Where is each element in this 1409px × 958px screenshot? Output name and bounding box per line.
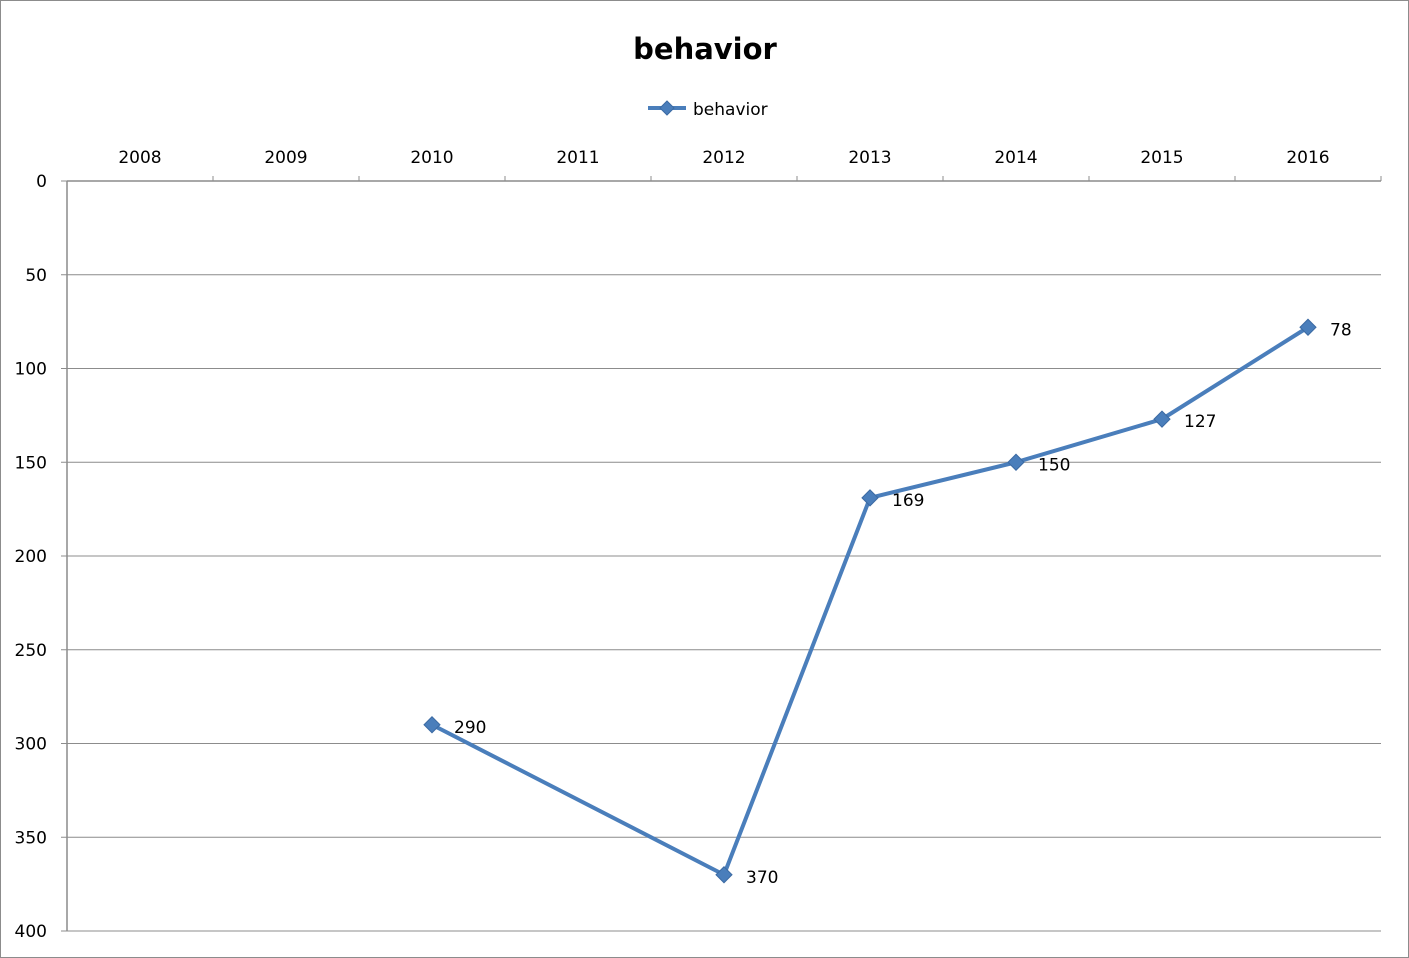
x-tick-label: 2014 (994, 148, 1037, 168)
x-tick-label: 2008 (118, 148, 161, 168)
data-label: 370 (746, 868, 778, 888)
x-tick-label: 2016 (1286, 148, 1329, 168)
y-tick-label: 400 (15, 922, 47, 942)
y-tick-label: 0 (36, 172, 47, 192)
x-axis-ticks: 2008 2009 2010 2011 2012 2013 2014 2015 2016 (118, 148, 1382, 181)
data-point (715, 866, 733, 884)
data-labels: 290 370 169 150 127 78 (454, 320, 1352, 888)
data-point (1007, 453, 1025, 471)
x-tick-label: 2015 (1140, 148, 1183, 168)
data-label: 150 (1038, 455, 1070, 475)
y-axis-ticks: 0 50 100 150 200 250 300 350 400 (15, 172, 67, 942)
y-tick-label: 350 (15, 828, 47, 848)
legend-label: behavior (693, 100, 768, 120)
y-tick-label: 50 (25, 266, 47, 286)
gridlines (67, 274, 1381, 932)
data-label: 290 (454, 718, 486, 738)
y-tick-label: 100 (15, 360, 47, 380)
data-label: 169 (892, 491, 924, 511)
data-point (861, 489, 879, 507)
data-point (1299, 318, 1317, 336)
x-tick-label: 2012 (702, 148, 745, 168)
data-point (1153, 410, 1171, 428)
data-label: 127 (1184, 412, 1216, 432)
chart-title: behavior (633, 32, 777, 66)
series-behavior (423, 318, 1317, 884)
legend-marker (659, 100, 675, 116)
x-tick-label: 2013 (848, 148, 891, 168)
x-tick-label: 2009 (264, 148, 307, 168)
x-tick-label: 2011 (556, 148, 599, 168)
y-tick-label: 150 (15, 453, 47, 473)
y-tick-label: 300 (15, 735, 47, 755)
legend: behavior (648, 100, 768, 120)
y-tick-label: 250 (15, 641, 47, 661)
data-label: 78 (1330, 320, 1352, 340)
x-tick-label: 2010 (410, 148, 453, 168)
y-tick-label: 200 (15, 547, 47, 567)
data-point (423, 716, 441, 734)
series-line (431, 325, 1310, 877)
